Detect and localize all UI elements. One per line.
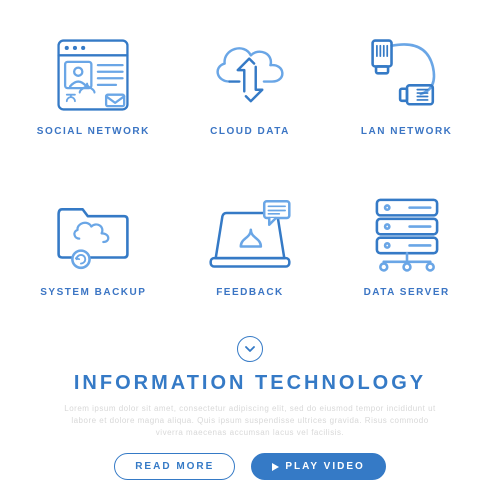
page-title: INFORMATION TECHNOLOGY bbox=[30, 372, 470, 395]
label-feedback: FEEDBACK bbox=[216, 287, 284, 298]
play-icon bbox=[272, 463, 279, 471]
cell-social-network: SOCIAL NETWORK bbox=[30, 30, 157, 171]
expand-button[interactable] bbox=[237, 336, 263, 362]
read-more-label: READ MORE bbox=[135, 461, 214, 472]
label-cloud-data: CLOUD DATA bbox=[210, 126, 290, 137]
description-text: Lorem ipsum dolor sit amet, consectetur … bbox=[60, 403, 440, 439]
play-video-label: PLAY VIDEO bbox=[285, 461, 364, 472]
social-network-icon bbox=[43, 30, 143, 120]
label-lan-network: LAN NETWORK bbox=[361, 126, 453, 137]
cell-cloud-data: CLOUD DATA bbox=[187, 30, 314, 171]
cell-data-server: DATA SERVER bbox=[343, 191, 470, 332]
feedback-icon bbox=[200, 191, 300, 281]
label-system-backup: SYSTEM BACKUP bbox=[40, 287, 146, 298]
read-more-button[interactable]: READ MORE bbox=[114, 453, 235, 480]
cloud-data-icon bbox=[200, 30, 300, 120]
cell-lan-network: LAN NETWORK bbox=[343, 30, 470, 171]
label-data-server: DATA SERVER bbox=[364, 287, 450, 298]
label-social-network: SOCIAL NETWORK bbox=[37, 126, 150, 137]
lan-network-icon bbox=[357, 30, 457, 120]
cell-feedback: FEEDBACK bbox=[187, 191, 314, 332]
play-video-button[interactable]: PLAY VIDEO bbox=[251, 453, 385, 480]
icon-grid: SOCIAL NETWORK CLOUD DATA bbox=[30, 30, 470, 332]
data-server-icon bbox=[357, 191, 457, 281]
cell-system-backup: SYSTEM BACKUP bbox=[30, 191, 157, 332]
system-backup-icon bbox=[43, 191, 143, 281]
button-row: READ MORE PLAY VIDEO bbox=[30, 453, 470, 480]
